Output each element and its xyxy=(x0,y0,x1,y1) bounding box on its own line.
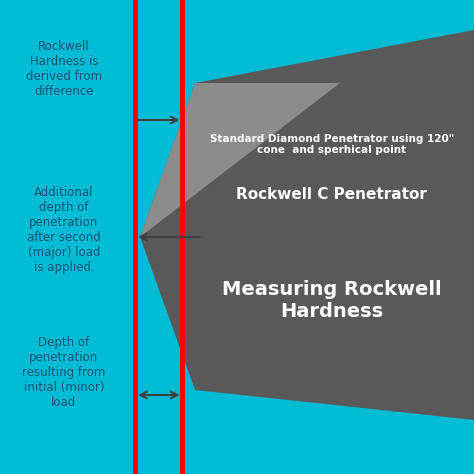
Text: Measuring Rockwell
Hardness: Measuring Rockwell Hardness xyxy=(222,281,442,321)
Polygon shape xyxy=(140,83,340,237)
Text: Standard Diamond Penetrator using 120"
cone  and sperhical point: Standard Diamond Penetrator using 120" c… xyxy=(210,134,454,155)
Text: Depth of
penetration
resulting from
initial (minor)
load: Depth of penetration resulting from init… xyxy=(22,336,106,409)
Text: Rockwell
Hardness is
derived from
difference: Rockwell Hardness is derived from differ… xyxy=(26,40,102,98)
Polygon shape xyxy=(140,30,474,420)
Text: Additional
depth of
penetration
after second
(major) load
is applied.: Additional depth of penetration after se… xyxy=(27,186,101,274)
Text: Rockwell C Penetrator: Rockwell C Penetrator xyxy=(237,187,427,202)
